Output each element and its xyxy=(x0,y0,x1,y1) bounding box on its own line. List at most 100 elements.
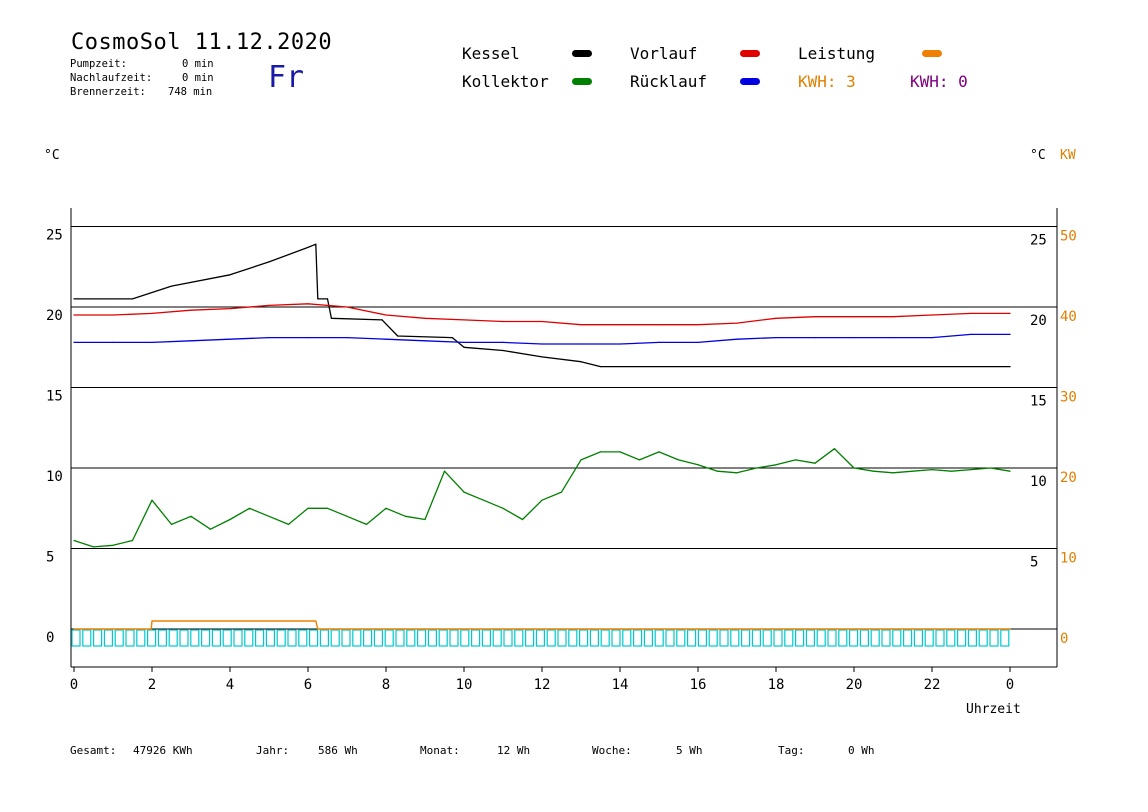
data-point-2-22 xyxy=(931,337,933,339)
pump-state-marker xyxy=(535,629,546,647)
data-point-3-4 xyxy=(151,499,153,501)
data-point-3-34 xyxy=(736,472,738,474)
data-point-3-11 xyxy=(287,523,290,526)
data-point-0-2 xyxy=(131,298,134,300)
pump-state-marker xyxy=(179,629,189,647)
legend-kollektor-label: Kollektor xyxy=(462,72,549,91)
data-point-3-42 xyxy=(892,472,894,474)
x-tick-0: 0 xyxy=(70,677,78,693)
right-axis-unit: °C xyxy=(1030,148,1046,163)
data-point-3-17 xyxy=(404,515,407,517)
data-point-1-21 xyxy=(853,316,855,318)
data-point-2-18 xyxy=(775,337,777,339)
pump-state-marker xyxy=(838,629,848,647)
pump-state-marker xyxy=(762,629,772,647)
data-point-4-1 xyxy=(150,628,152,630)
legend-vorlauf-label: Vorlauf xyxy=(630,44,698,63)
pump-state-marker xyxy=(309,629,319,647)
pump-state-marker xyxy=(1000,629,1010,647)
chart-title: CosmoSol 11.12.2020 xyxy=(71,30,333,55)
pump-state-marker xyxy=(244,629,254,647)
legend-ruecklauf-swatch xyxy=(740,78,760,85)
pump-state-marker xyxy=(622,629,632,647)
data-point-0-4 xyxy=(229,274,231,276)
pump-state-marker xyxy=(978,629,988,647)
pump-state-marker xyxy=(201,629,211,647)
data-point-0-15 xyxy=(502,349,504,352)
data-point-3-0 xyxy=(73,539,75,542)
x-tick-2: 4 xyxy=(226,677,234,693)
data-point-1-8 xyxy=(346,306,348,308)
y-tick-right-kw-10: 10 xyxy=(1060,551,1077,567)
data-point-3-33 xyxy=(716,470,719,472)
data-point-2-4 xyxy=(229,338,231,340)
data-point-3-9 xyxy=(248,507,251,509)
y-tick-right-temp-10: 10 xyxy=(1030,474,1047,490)
data-point-2-15 xyxy=(658,341,660,343)
x-axis-label: Uhrzeit xyxy=(966,702,1021,717)
data-point-0-6 xyxy=(307,246,309,248)
pump-state-marker xyxy=(233,629,243,647)
data-point-2-2 xyxy=(151,341,153,343)
y-tick-right-temp-5: 5 xyxy=(1030,555,1038,571)
data-point-2-10 xyxy=(463,341,465,343)
left-axis-unit: °C xyxy=(44,148,60,163)
pump-state-marker xyxy=(654,629,664,647)
pump-state-marker xyxy=(578,629,589,647)
pump-state-marker xyxy=(697,629,708,647)
data-point-2-8 xyxy=(385,338,387,340)
pump-state-marker xyxy=(956,629,967,647)
stat-brennerzeit-value: 748 min xyxy=(168,86,213,98)
pump-state-marker xyxy=(82,629,92,647)
x-tick-1: 2 xyxy=(148,677,156,693)
data-point-1-4 xyxy=(229,308,231,310)
data-point-3-45 xyxy=(950,470,953,472)
pump-state-marker xyxy=(881,629,891,647)
pump-state-marker xyxy=(298,629,308,647)
stat-nachlaufzeit-label: Nachlaufzeit: xyxy=(70,72,153,84)
data-point-3-32 xyxy=(697,464,699,466)
data-point-0-5 xyxy=(268,261,270,263)
data-point-0-8 xyxy=(317,298,319,300)
pump-state-marker xyxy=(460,629,470,647)
footer-woche-value: 5 Wh xyxy=(676,744,703,757)
y-tick-right-kw-50: 50 xyxy=(1060,229,1077,245)
data-point-4-3 xyxy=(315,620,317,622)
pump-state-marker xyxy=(136,629,146,647)
pump-state-marker xyxy=(449,629,459,647)
data-point-2-20 xyxy=(853,337,855,339)
data-point-3-48 xyxy=(1009,470,1011,472)
pump-state-marker xyxy=(287,629,297,647)
data-point-3-1 xyxy=(92,546,95,548)
data-point-1-14 xyxy=(580,324,582,326)
data-point-0-16 xyxy=(541,356,543,358)
pump-state-marker xyxy=(892,629,902,647)
pump-state-marker xyxy=(708,629,718,647)
data-point-3-30 xyxy=(658,451,660,453)
data-point-4-2 xyxy=(151,620,153,622)
y-tick-left-25: 25 xyxy=(46,228,63,244)
x-tick-11: 22 xyxy=(924,677,941,693)
data-point-3-29 xyxy=(638,459,641,461)
data-point-0-20 xyxy=(1009,366,1011,368)
pump-state-marker xyxy=(902,629,913,647)
x-tick-12: 0 xyxy=(1006,677,1014,693)
data-point-1-20 xyxy=(814,316,816,318)
data-point-1-3 xyxy=(190,309,192,311)
series-line-kessel xyxy=(74,243,1010,368)
pump-state-marker xyxy=(773,629,783,647)
data-point-3-10 xyxy=(268,515,270,517)
data-point-2-1 xyxy=(112,341,114,343)
data-point-0-19 xyxy=(853,366,855,368)
data-point-0-9 xyxy=(326,298,329,300)
data-point-3-8 xyxy=(229,518,231,521)
footer-jahr-value: 586 Wh xyxy=(318,744,358,757)
data-point-1-0 xyxy=(73,314,75,316)
data-point-3-39 xyxy=(833,448,836,450)
pump-state-marker xyxy=(589,629,600,647)
data-point-3-16 xyxy=(385,507,387,509)
pump-state-marker xyxy=(827,629,837,647)
pump-state-marker xyxy=(568,629,578,647)
data-point-2-9 xyxy=(424,340,426,342)
data-point-3-27 xyxy=(599,451,602,453)
